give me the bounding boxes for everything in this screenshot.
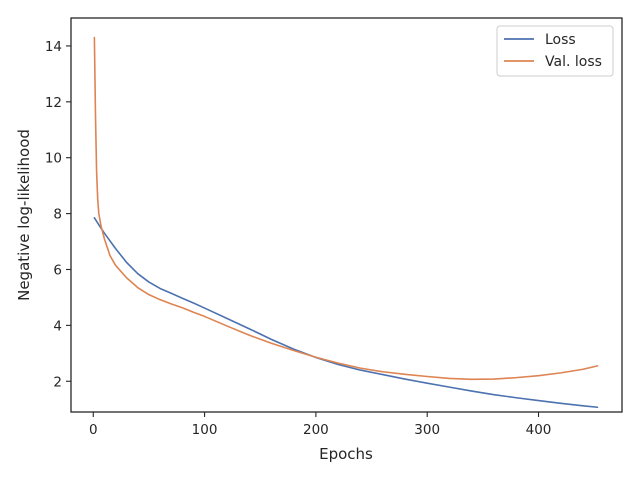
y-tick-label: 10: [45, 151, 62, 167]
y-tick-label: 2: [53, 374, 62, 390]
y-tick-label: 14: [45, 39, 62, 55]
y-tick-label: 8: [53, 207, 62, 223]
plot-area: [70, 17, 623, 413]
x-tick-label: 100: [192, 422, 218, 438]
y-tick-label: 6: [53, 262, 62, 278]
x-axis-label: Epochs: [319, 445, 373, 463]
x-axis-ticks: 0 100 200 300 400: [89, 412, 551, 438]
y-tick-label: 12: [45, 95, 62, 111]
x-tick-label: 300: [414, 422, 440, 438]
series-line-val-loss: [93, 36, 599, 381]
x-tick-label: 400: [526, 422, 552, 438]
y-axis-ticks: 2 4 6 8 10 12 14: [45, 39, 71, 390]
legend-label-loss: Loss: [545, 32, 576, 48]
x-tick-label: 0: [89, 422, 98, 438]
legend: Loss Val. loss: [496, 25, 614, 77]
axes-frame: [70, 17, 623, 413]
x-tick-label: 200: [303, 422, 329, 438]
series-line-loss: [93, 216, 599, 409]
legend-label-val-loss: Val. loss: [545, 54, 602, 70]
y-tick-label: 4: [53, 318, 62, 334]
y-axis-label: Negative log-likelihood: [15, 129, 33, 301]
